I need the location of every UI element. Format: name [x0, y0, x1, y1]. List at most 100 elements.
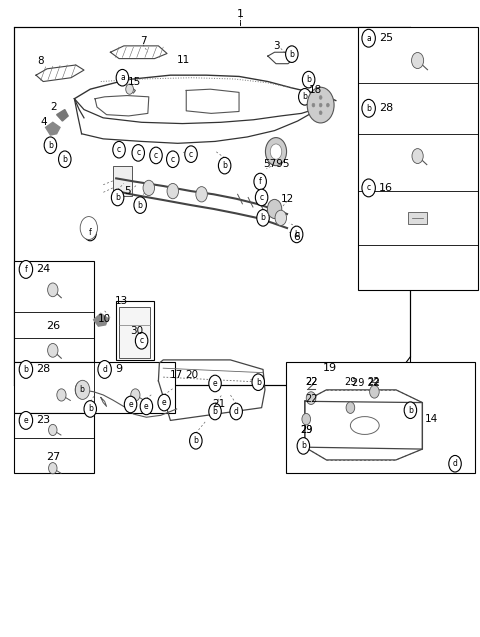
Circle shape: [84, 224, 96, 241]
Text: b: b: [306, 75, 311, 84]
Text: b: b: [88, 404, 93, 413]
Text: 23: 23: [36, 415, 50, 426]
Text: b: b: [115, 193, 120, 202]
Circle shape: [135, 333, 148, 349]
Text: 25: 25: [379, 33, 393, 43]
Circle shape: [59, 151, 71, 168]
Text: d: d: [234, 407, 239, 416]
Text: 7: 7: [140, 36, 146, 47]
Circle shape: [255, 189, 268, 206]
Circle shape: [275, 210, 287, 225]
Text: 5795: 5795: [263, 159, 289, 169]
Text: 27: 27: [46, 452, 60, 462]
Circle shape: [48, 462, 57, 474]
Circle shape: [19, 261, 33, 278]
Circle shape: [48, 424, 57, 436]
Circle shape: [319, 111, 322, 115]
Text: 11: 11: [177, 55, 190, 65]
Circle shape: [209, 403, 221, 420]
Circle shape: [98, 361, 111, 378]
Text: 22: 22: [367, 377, 380, 387]
Text: 19: 19: [323, 363, 337, 373]
Circle shape: [270, 144, 282, 159]
Text: b: b: [213, 407, 217, 416]
Bar: [14, 261, 94, 362]
Text: 18: 18: [309, 85, 323, 96]
Text: b: b: [261, 213, 265, 222]
Circle shape: [167, 151, 179, 168]
Bar: [116, 301, 154, 360]
Bar: [14, 413, 94, 473]
Circle shape: [19, 412, 33, 429]
Text: 4: 4: [41, 117, 48, 127]
Circle shape: [319, 103, 322, 107]
Text: 22: 22: [305, 394, 317, 404]
Circle shape: [449, 455, 461, 472]
Text: e: e: [144, 402, 149, 411]
Circle shape: [265, 138, 287, 166]
Circle shape: [196, 187, 207, 202]
Text: a: a: [366, 34, 371, 43]
Text: 14: 14: [424, 414, 438, 424]
Text: b: b: [62, 155, 67, 164]
Circle shape: [299, 89, 311, 105]
Polygon shape: [57, 110, 68, 121]
Text: b: b: [408, 406, 413, 415]
Circle shape: [158, 394, 170, 411]
Circle shape: [307, 87, 334, 123]
Text: 29: 29: [300, 425, 312, 435]
Circle shape: [254, 173, 266, 190]
Text: f: f: [24, 265, 27, 274]
Text: d: d: [453, 459, 457, 468]
Text: 29: 29: [344, 377, 357, 387]
Text: e: e: [213, 379, 217, 388]
Text: c: c: [260, 193, 264, 202]
Bar: [14, 362, 175, 413]
Circle shape: [134, 197, 146, 213]
Circle shape: [44, 137, 57, 154]
Circle shape: [19, 361, 33, 378]
Circle shape: [302, 71, 315, 88]
Text: 2: 2: [50, 102, 57, 112]
Text: 28: 28: [379, 103, 394, 113]
Circle shape: [75, 382, 88, 398]
Text: a: a: [120, 73, 125, 82]
Text: 29: 29: [300, 425, 312, 435]
Text: 16: 16: [379, 183, 393, 193]
Circle shape: [362, 99, 375, 117]
Circle shape: [143, 180, 155, 196]
Text: 3: 3: [273, 41, 280, 51]
Circle shape: [167, 183, 179, 199]
Text: b: b: [256, 378, 261, 387]
Circle shape: [84, 401, 96, 417]
Text: c: c: [136, 148, 140, 157]
Circle shape: [140, 398, 153, 415]
Circle shape: [126, 84, 133, 94]
Circle shape: [319, 96, 322, 99]
Circle shape: [297, 438, 310, 454]
Text: b: b: [289, 50, 294, 59]
Circle shape: [326, 103, 329, 107]
Bar: [408, 212, 427, 224]
Circle shape: [411, 52, 424, 69]
Bar: [14, 27, 410, 385]
Text: 24: 24: [36, 264, 51, 275]
Text: 1: 1: [237, 9, 243, 19]
Text: b: b: [79, 385, 84, 394]
Text: b: b: [366, 104, 371, 113]
Bar: [119, 307, 150, 358]
Polygon shape: [46, 122, 60, 135]
Text: 29 22: 29 22: [352, 378, 380, 389]
Circle shape: [218, 157, 231, 174]
Text: 21: 21: [212, 399, 225, 410]
Circle shape: [48, 343, 58, 357]
Circle shape: [306, 392, 316, 404]
Circle shape: [312, 103, 315, 107]
Bar: [286, 362, 475, 473]
Circle shape: [267, 199, 282, 218]
Text: b: b: [301, 441, 306, 450]
Circle shape: [362, 29, 375, 47]
Text: b: b: [138, 201, 143, 210]
Text: c: c: [117, 145, 121, 154]
Text: b: b: [193, 436, 198, 445]
